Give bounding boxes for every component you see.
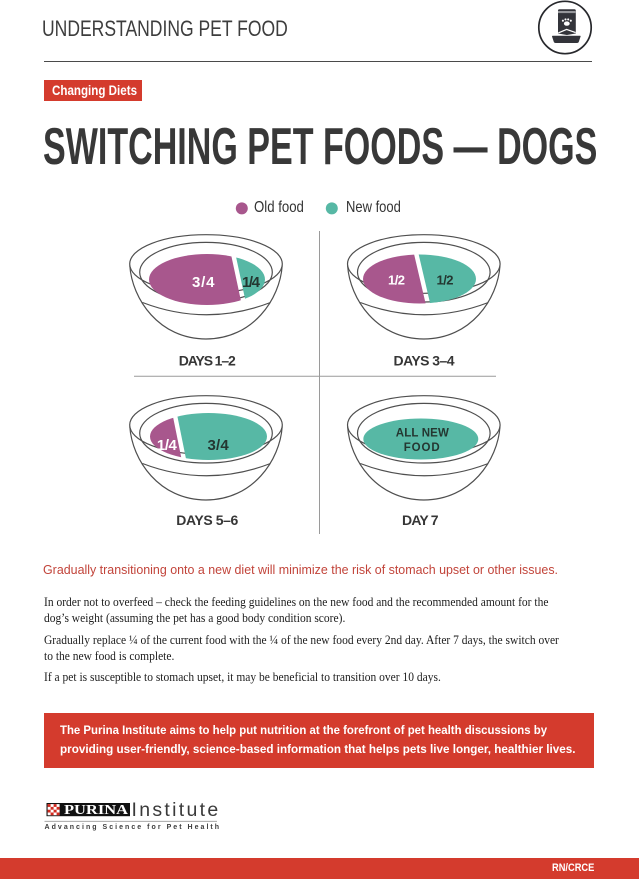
svg-text:DAYS 3–4: DAYS 3–4 <box>394 352 455 368</box>
svg-text:1/2: 1/2 <box>388 273 405 288</box>
svg-text:DAY 7: DAY 7 <box>402 512 439 528</box>
svg-text:DAYS 1–2: DAYS 1–2 <box>179 352 236 368</box>
svg-text:DAYS 5–6: DAYS 5–6 <box>176 512 238 528</box>
svg-text:ALL NEW: ALL NEW <box>396 428 449 440</box>
svg-text:1/4: 1/4 <box>157 437 178 454</box>
svg-text:1/2: 1/2 <box>437 273 454 288</box>
svg-text:PURINA: PURINA <box>64 803 129 818</box>
svg-text:FOOD: FOOD <box>404 442 440 454</box>
svg-text:3/4: 3/4 <box>208 437 230 454</box>
svg-text:1/4: 1/4 <box>242 274 261 291</box>
svg-text:3/4: 3/4 <box>192 274 215 291</box>
